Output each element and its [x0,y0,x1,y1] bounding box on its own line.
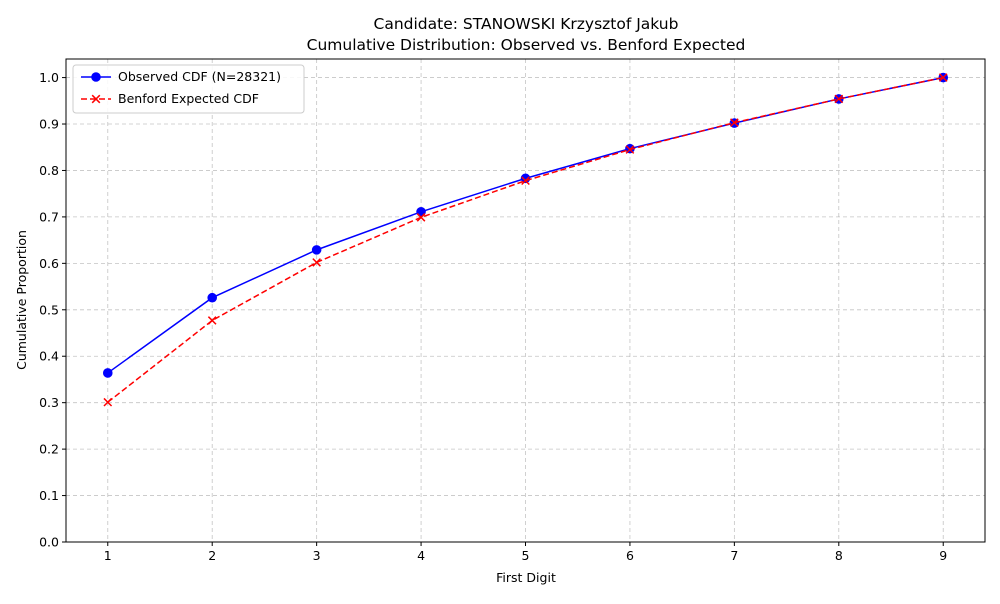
data-point [311,245,322,255]
x-tick-label: 1 [104,548,112,563]
legend-marker [91,94,101,104]
x-tick-label: 9 [939,548,947,563]
legend-label-observed: Observed CDF (N=28321) [118,69,281,84]
y-tick-label: 0.0 [39,535,59,550]
x-axis-label: First Digit [496,570,556,585]
data-point [102,368,113,378]
y-tick-label: 0.3 [39,395,59,410]
data-point [416,206,426,217]
axis-ticks: 1 2 3 4 5 6 7 8 9 0.0 0.1 0.2 0.3 0.4 0.5 0.6 0.7 0.8 0.9 1… [39,70,947,563]
legend-marker [91,72,101,82]
legend-symbol-benford [81,94,111,104]
y-tick-label: 0.2 [39,442,59,457]
x-tick-label: 7 [730,548,738,563]
series-benford [103,73,948,407]
grid-lines [66,59,985,543]
plot-series [102,72,949,407]
legend-label-benford: Benford Expected CDF [118,91,259,106]
y-tick-label: 1.0 [39,70,59,85]
y-tick-label: 0.6 [39,256,59,271]
x-tick-label: 8 [835,548,843,563]
y-tick-label: 0.4 [39,349,59,364]
x-tick-label: 4 [417,548,425,563]
x-tick-label: 5 [522,548,530,563]
data-point [625,145,635,154]
y-tick-label: 0.9 [39,117,59,132]
data-point [312,258,321,267]
x-tick-label: 6 [626,548,634,563]
legend-box [72,64,305,114]
data-point [834,94,844,104]
y-tick-label: 0.1 [39,488,59,503]
data-point [730,118,739,127]
data-point [416,213,426,222]
y-tick-label: 0.7 [39,209,59,224]
data-point [521,176,530,186]
y-axis-label: Cumulative Proportion [14,230,29,370]
data-point [938,73,948,82]
x-tick-label: 3 [313,548,321,563]
chart-title: Candidate: STANOWSKI Krzysztof Jakub [374,15,679,33]
data-point [207,316,217,325]
legend-symbol-observed [81,72,111,82]
y-tick-label: 0.8 [39,163,59,178]
chart-subtitle: Cumulative Distribution: Observed vs. Be… [307,36,746,54]
legend: Observed CDF (N=28321) Benford Expected … [72,64,305,114]
x-tick-label: 2 [208,548,216,563]
series-line [107,76,944,403]
data-point [103,397,113,407]
y-tick-label: 0.5 [39,302,59,317]
data-point [207,292,218,303]
